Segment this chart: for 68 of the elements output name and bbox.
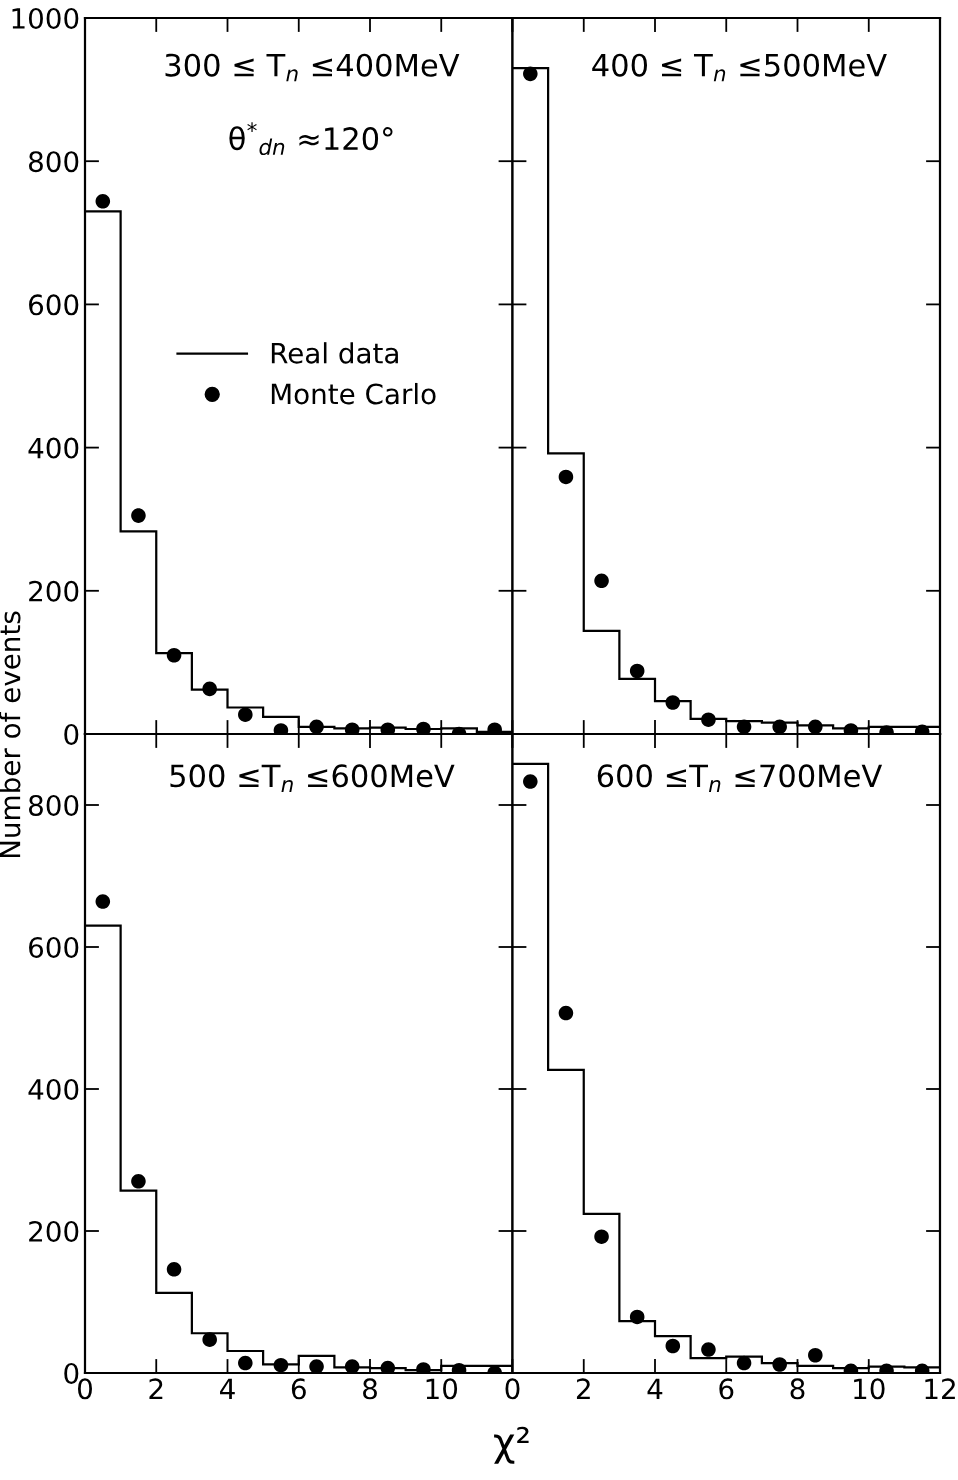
point: [416, 721, 431, 734]
y-tick-label: 400: [28, 437, 79, 459]
point: [665, 695, 681, 710]
point: [344, 722, 360, 734]
point: [701, 1342, 716, 1357]
point: [736, 1355, 752, 1371]
point: [166, 647, 182, 663]
point: [95, 894, 111, 909]
x-tick-label: 12: [925, 1378, 955, 1399]
x-tick-label: 10: [854, 1378, 885, 1400]
x-axis-title: χ²: [494, 1426, 529, 1464]
y-tick-label: 600: [29, 936, 79, 958]
x-tick-label: 6: [291, 1378, 306, 1400]
x-tick-label: 4: [220, 1378, 235, 1399]
y-tick-label: 600: [29, 294, 79, 316]
point: [629, 663, 645, 679]
point: [380, 1360, 396, 1373]
annotation: 500 ≤T$_{n}$ ≤600MeV: [170, 764, 455, 792]
y-tick-label: 800: [29, 151, 79, 173]
point: [523, 66, 538, 82]
point: [523, 774, 538, 789]
x-tick-label: 8: [790, 1378, 805, 1400]
point: [701, 712, 716, 727]
point: [629, 1309, 645, 1325]
point: [594, 1229, 609, 1244]
point: [772, 719, 787, 734]
annotation: 600 ≤T$_{n}$ ≤700MeV: [597, 764, 883, 792]
y-tick-label: 800: [29, 794, 79, 816]
point: [736, 719, 752, 734]
point: [273, 1357, 289, 1373]
y-tick-label: 1000: [12, 7, 79, 29]
x-tick-label: 0: [505, 1378, 520, 1400]
point: [380, 722, 396, 734]
point: [202, 681, 217, 697]
point: [558, 1005, 574, 1021]
y-tick-label: 0: [64, 723, 79, 745]
point: [309, 719, 324, 734]
x-tick-label: 2: [149, 1378, 163, 1399]
legend-label: Real data: [271, 342, 398, 364]
point: [808, 1347, 823, 1363]
y-tick-label: 200: [29, 580, 79, 602]
point: [238, 707, 253, 722]
point: [594, 573, 609, 589]
point: [344, 1359, 360, 1373]
point: [131, 508, 146, 523]
x-tick-label: 10: [426, 1378, 458, 1400]
y-tick-label: 0: [64, 1362, 79, 1384]
point: [238, 1355, 253, 1371]
x-tick-label: 8: [363, 1378, 377, 1400]
point: [772, 1357, 787, 1372]
point: [166, 1262, 182, 1277]
x-tick-label: 4: [647, 1378, 663, 1399]
annotation: 300 ≤ T$_{n}$ ≤400MeV: [165, 53, 460, 82]
point: [95, 194, 111, 209]
x-tick-label: 6: [719, 1378, 734, 1400]
point: [309, 1359, 324, 1373]
point: [202, 1332, 217, 1347]
point: [808, 719, 823, 734]
y-axis-title: Number of events: [0, 611, 21, 858]
annotation: 400 ≤ T$_{n}$ ≤500MeV: [592, 53, 887, 82]
point: [665, 1338, 681, 1354]
y-tick-label: 200: [29, 1220, 79, 1242]
annotation: θ$^{*}$$_{dn}$ ≈120°: [229, 122, 393, 156]
legend-label: Monte Carlo: [271, 382, 436, 405]
point: [558, 469, 574, 485]
y-tick-label: 400: [28, 1078, 79, 1100]
x-tick-label: 2: [576, 1378, 590, 1399]
point: [131, 1174, 146, 1189]
